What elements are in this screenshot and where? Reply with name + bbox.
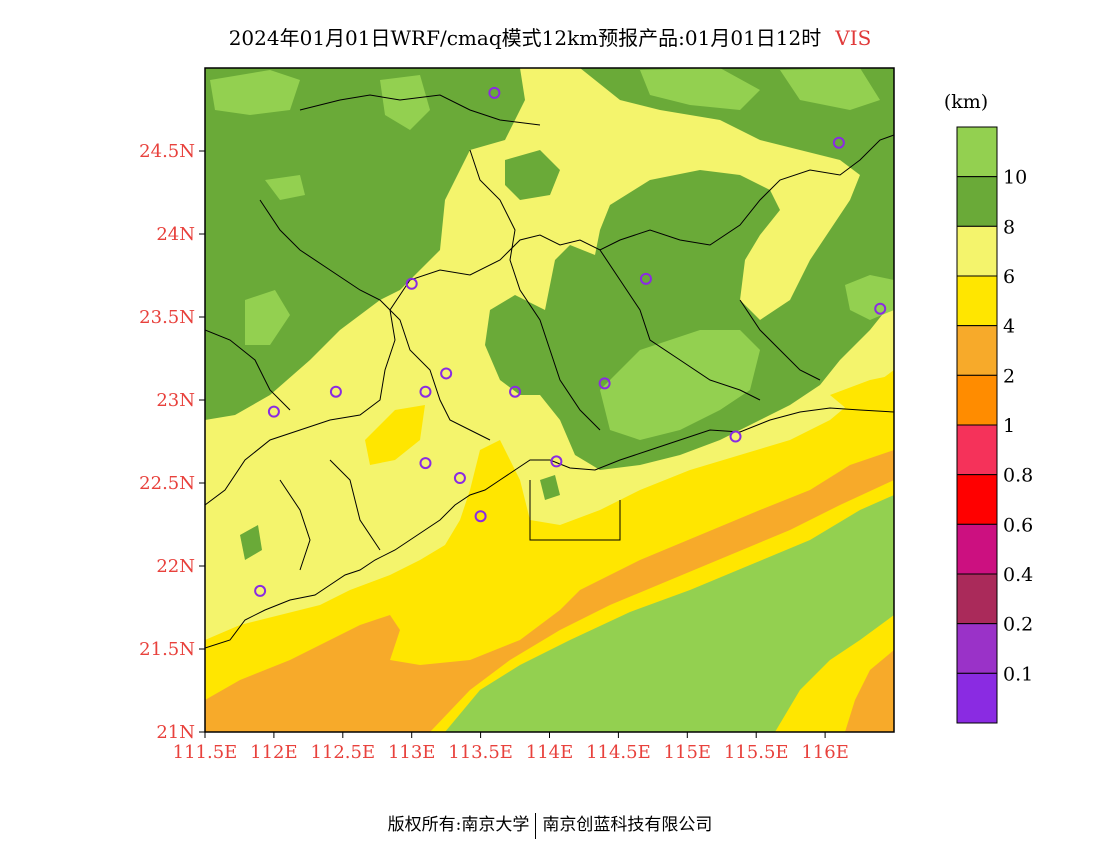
station-marker: [419, 385, 432, 398]
station-marker: [488, 86, 501, 99]
footer-company: 南京创蓝科技有限公司: [542, 815, 713, 835]
latitude-axis: 21N 21.5N 22N 22.5N 23N 23.5N 24N 24.5N: [139, 141, 205, 743]
lat-tick-label: 21.5N: [139, 639, 195, 660]
station-marker: [419, 457, 432, 470]
station-marker: [874, 302, 887, 315]
colorbar-label: 4: [1003, 316, 1015, 338]
lat-tick-label: 23.5N: [139, 307, 195, 328]
footer-separator: [535, 812, 537, 839]
colorbar-label: 0.2: [1003, 614, 1033, 636]
lat-tick-label: 23N: [156, 390, 195, 411]
station-marker: [509, 385, 522, 398]
station-markers: [254, 86, 887, 597]
lon-tick-label: 111.5E: [173, 742, 238, 763]
station-marker: [254, 584, 267, 597]
colorbar-swatch: [956, 374, 998, 426]
colorbar: 10 8 6 4 2 1 0.8 0.6 0.4 0.2 0.1: [956, 126, 1033, 724]
lat-tick-label: 22.5N: [139, 473, 195, 494]
station-marker: [267, 405, 280, 418]
colorbar-label: 8: [1003, 216, 1015, 238]
station-marker: [639, 272, 652, 285]
station-marker: [598, 377, 611, 390]
visibility-field: [205, 68, 894, 732]
station-marker: [729, 430, 742, 443]
colorbar-label: 10: [1003, 167, 1027, 189]
boundary-lines: [205, 94, 894, 649]
colorbar-label: 0.4: [1003, 564, 1033, 586]
station-marker: [453, 472, 466, 485]
colorbar-label: 6: [1003, 266, 1015, 288]
lon-tick-label: 113.5E: [448, 742, 513, 763]
colorbar-swatch: [956, 672, 998, 724]
title-variable: VIS: [835, 26, 872, 50]
station-marker: [329, 385, 342, 398]
lon-tick-label: 112E: [250, 742, 298, 763]
colorbar-swatch: [956, 126, 998, 178]
footer-copyright: 版权所有:南京大学: [387, 815, 530, 835]
colorbar-swatch: [956, 623, 998, 674]
colorbar-label: 0.1: [1003, 663, 1033, 685]
colorbar-swatch: [956, 325, 998, 376]
colorbar-label: 2: [1003, 365, 1015, 387]
station-marker: [405, 277, 418, 290]
colorbar-label: 0.8: [1003, 465, 1033, 487]
lon-tick-label: 113E: [388, 742, 436, 763]
station-marker: [440, 367, 453, 380]
colorbar-swatch: [956, 573, 998, 625]
colorbar-swatch: [956, 275, 998, 327]
station-marker: [474, 510, 487, 523]
colorbar-label: 1: [1003, 415, 1015, 437]
colorbar-swatch: [956, 424, 998, 476]
colorbar-unit: (km): [944, 91, 988, 113]
footer: 版权所有:南京大学 南京创蓝科技有限公司: [0, 810, 1100, 839]
station-marker: [550, 455, 563, 468]
longitude-axis: 111.5E 112E 112.5E 113E 113.5E 114E 114.5E 115E…: [173, 732, 849, 763]
lon-tick-label: 115E: [664, 742, 712, 763]
lat-tick-label: 22N: [156, 556, 195, 577]
lon-tick-label: 115.5E: [724, 742, 789, 763]
lat-tick-label: 24.5N: [139, 141, 195, 162]
colorbar-swatch: [956, 225, 998, 277]
colorbar-swatch: [956, 176, 998, 227]
lon-tick-label: 112.5E: [310, 742, 375, 763]
colorbar-label: 0.6: [1003, 514, 1033, 536]
lon-tick-label: 114.5E: [586, 742, 651, 763]
chart-title: 2024年01月01日WRF/cmaq模式12km预报产品:01月01日12时 V…: [0, 22, 1100, 51]
title-main: 2024年01月01日WRF/cmaq模式12km预报产品:01月01日12时: [228, 26, 822, 50]
lon-tick-label: 116E: [801, 742, 849, 763]
colorbar-swatch: [956, 474, 998, 525]
lon-tick-label: 114E: [526, 742, 574, 763]
lat-tick-label: 24N: [156, 224, 195, 245]
lat-tick-label: 21N: [156, 722, 195, 743]
colorbar-swatch: [956, 523, 998, 575]
station-marker: [832, 136, 845, 149]
